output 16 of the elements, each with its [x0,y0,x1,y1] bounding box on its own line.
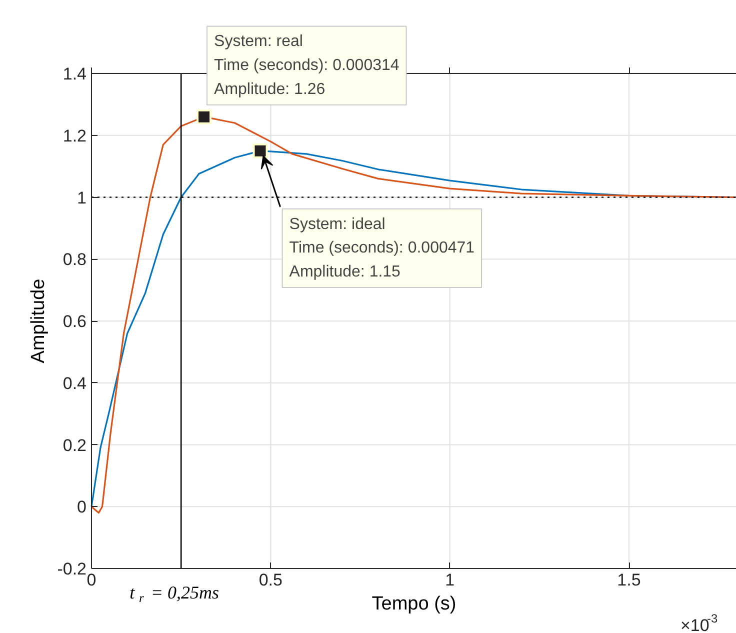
y-tick-label: 0.2 [62,436,87,455]
y-tick-label: 1 [77,188,87,208]
x-tick-label: 1 [445,570,455,590]
x-tick-label: 0.5 [258,570,282,590]
y-tick-label: 1.4 [62,64,87,84]
y-tick-label: -0.2 [57,560,87,578]
y-tick-label: 0 [77,498,87,517]
annotation: System: ideal Time (seconds): 0.000471 Amplitude: 1.15 [289,216,475,280]
y-tick-label: 0.8 [62,250,87,270]
y-tick-label: 1.2 [62,126,87,146]
y-axis-title: Amplitude [28,278,50,364]
annotation: System: real Time (seconds): 0.000314 Amplitude: 1.26 [214,33,400,98]
y-tick-label: 0.6 [62,312,87,331]
x-tick-label: 1.5 [617,570,641,590]
x-axis-title: Tempo (s) [372,594,456,614]
y-tick-label: 0.4 [62,374,87,393]
